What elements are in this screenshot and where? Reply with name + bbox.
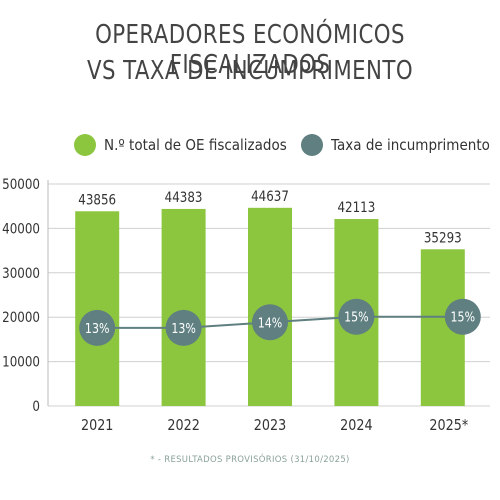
legend-label-line: Taxa de incumprimento bbox=[331, 136, 490, 154]
y-tick-label: 30000 bbox=[2, 266, 40, 282]
bar bbox=[161, 208, 206, 406]
rate-label: 15% bbox=[344, 310, 369, 325]
y-tick-label: 50000 bbox=[2, 177, 40, 193]
rate-marker bbox=[165, 309, 202, 346]
bar-value-label: 35293 bbox=[424, 230, 462, 246]
x-tick-label: 2025* bbox=[429, 417, 468, 434]
legend-swatch-bars bbox=[74, 134, 96, 156]
y-tick-label: 0 bbox=[32, 399, 40, 415]
rate-label: 15% bbox=[451, 310, 476, 325]
legend-item-bars: N.º total de OE fiscalizados bbox=[74, 134, 307, 156]
rate-label: 13% bbox=[171, 321, 196, 336]
y-tick-label: 10000 bbox=[2, 355, 40, 371]
chart-title-line1: OPERADORES ECONÓMICOS FISCALIZADOS bbox=[95, 20, 405, 80]
rate-label: 14% bbox=[258, 315, 283, 330]
legend: N.º total de OE fiscalizados Taxa de inc… bbox=[0, 134, 500, 160]
rate-label: 13% bbox=[85, 321, 110, 336]
legend-label-bars: N.º total de OE fiscalizados bbox=[104, 136, 287, 154]
legend-swatch-line bbox=[301, 134, 323, 156]
bar-value-label: 44383 bbox=[165, 190, 203, 206]
x-tick-label: 2022 bbox=[167, 417, 199, 434]
footnote: * - RESULTADOS PROVISÓRIOS (31/10/2025) bbox=[150, 455, 350, 465]
rate-marker bbox=[338, 298, 375, 335]
rate-marker bbox=[252, 304, 288, 341]
x-tick-label: 2023 bbox=[254, 417, 286, 434]
chart-title-line2: VS TAXA DE INCUMPRIMENTO bbox=[86, 56, 414, 86]
y-tick-label: 20000 bbox=[2, 310, 40, 326]
bar-value-label: 44637 bbox=[251, 189, 289, 205]
x-tick-label: 2024 bbox=[340, 417, 373, 434]
y-tick-label: 40000 bbox=[2, 222, 40, 238]
bar bbox=[75, 211, 120, 406]
rate-marker bbox=[444, 298, 481, 335]
rate-marker bbox=[79, 309, 116, 346]
bar-value-label: 43856 bbox=[78, 192, 116, 208]
x-tick-label: 2021 bbox=[81, 417, 113, 434]
legend-item-line: Taxa de incumprimento bbox=[301, 134, 500, 156]
bar-value-label: 42113 bbox=[337, 200, 375, 216]
